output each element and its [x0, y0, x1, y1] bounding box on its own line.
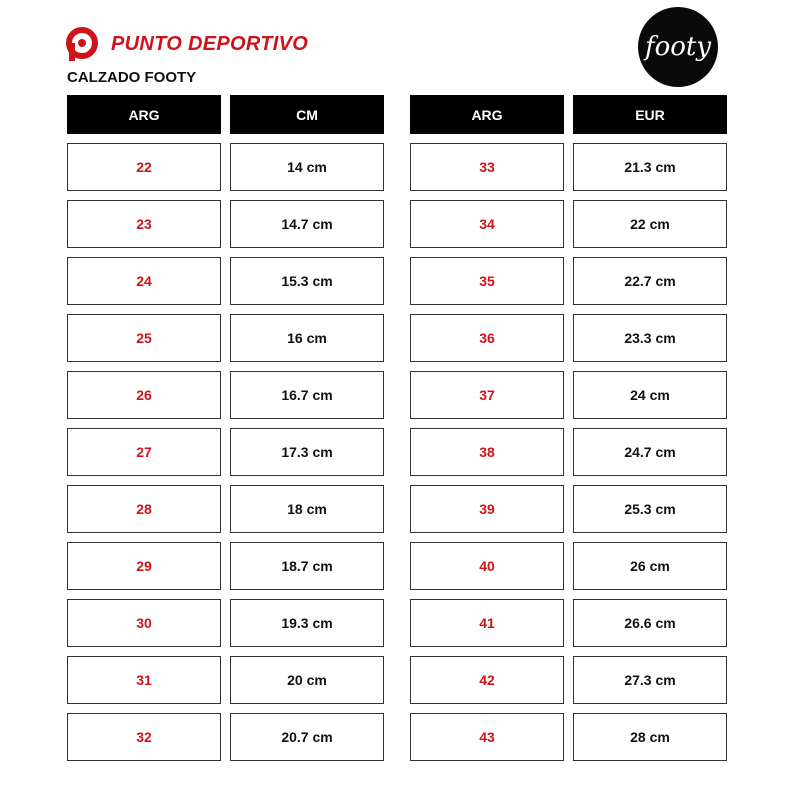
arg-size-cell: 42 [410, 656, 564, 704]
measure-cell: 14.7 cm [230, 200, 384, 248]
column-header: ARG [410, 95, 564, 134]
measure-cell: 18.7 cm [230, 542, 384, 590]
measure-cell: 20 cm [230, 656, 384, 704]
measure-cell: 16 cm [230, 314, 384, 362]
arg-size-cell: 24 [67, 257, 221, 305]
arg-size-cell: 33 [410, 143, 564, 191]
measure-cell: 24 cm [573, 371, 727, 419]
measure-cell: 21.3 cm [573, 143, 727, 191]
arg-size-cell: 38 [410, 428, 564, 476]
arg-size-cell: 34 [410, 200, 564, 248]
arg-size-cell: 25 [67, 314, 221, 362]
arg-size-cell: 26 [67, 371, 221, 419]
measure-cell: 26 cm [573, 542, 727, 590]
measure-cell: 18 cm [230, 485, 384, 533]
arg-size-cell: 36 [410, 314, 564, 362]
arg-size-cell: 43 [410, 713, 564, 761]
measure-cell: 28 cm [573, 713, 727, 761]
size-table-left: ARG CM 22 14 cm 23 14.7 cm 24 15.3 cm 25 16 cm 26 1… [67, 95, 384, 770]
size-table-right: ARG EUR 33 21.3 cm 34 22 cm 35 22.7 cm 36 23.3 cm… [410, 95, 727, 770]
measure-cell: 15.3 cm [230, 257, 384, 305]
column-header: ARG [67, 95, 221, 134]
arg-size-cell: 35 [410, 257, 564, 305]
footy-logo-text: footy [644, 32, 712, 62]
arg-size-cell: 27 [67, 428, 221, 476]
footy-logo: footy [638, 7, 718, 87]
measure-cell: 26.6 cm [573, 599, 727, 647]
measure-cell: 24.7 cm [573, 428, 727, 476]
measure-cell: 19.3 cm [230, 599, 384, 647]
arg-size-cell: 41 [410, 599, 564, 647]
arg-size-cell: 23 [67, 200, 221, 248]
arg-size-cell: 32 [67, 713, 221, 761]
measure-cell: 16.7 cm [230, 371, 384, 419]
measure-cell: 22 cm [573, 200, 727, 248]
column-header: CM [230, 95, 384, 134]
measure-cell: 25.3 cm [573, 485, 727, 533]
page-title: CALZADO FOOTY [67, 69, 197, 86]
measure-cell: 17.3 cm [230, 428, 384, 476]
arg-size-cell: 37 [410, 371, 564, 419]
arg-size-cell: 31 [67, 656, 221, 704]
measure-cell: 22.7 cm [573, 257, 727, 305]
punto-deportivo-logo-icon [66, 27, 98, 61]
measure-cell: 23.3 cm [573, 314, 727, 362]
arg-size-cell: 22 [67, 143, 221, 191]
measure-cell: 20.7 cm [230, 713, 384, 761]
measure-cell: 14 cm [230, 143, 384, 191]
brand-name: PUNTO DEPORTIVO [111, 32, 309, 55]
arg-size-cell: 29 [67, 542, 221, 590]
column-header: EUR [573, 95, 727, 134]
arg-size-cell: 40 [410, 542, 564, 590]
arg-size-cell: 39 [410, 485, 564, 533]
arg-size-cell: 28 [67, 485, 221, 533]
measure-cell: 27.3 cm [573, 656, 727, 704]
arg-size-cell: 30 [67, 599, 221, 647]
brand-header: PUNTO DEPORTIVO [65, 27, 308, 61]
